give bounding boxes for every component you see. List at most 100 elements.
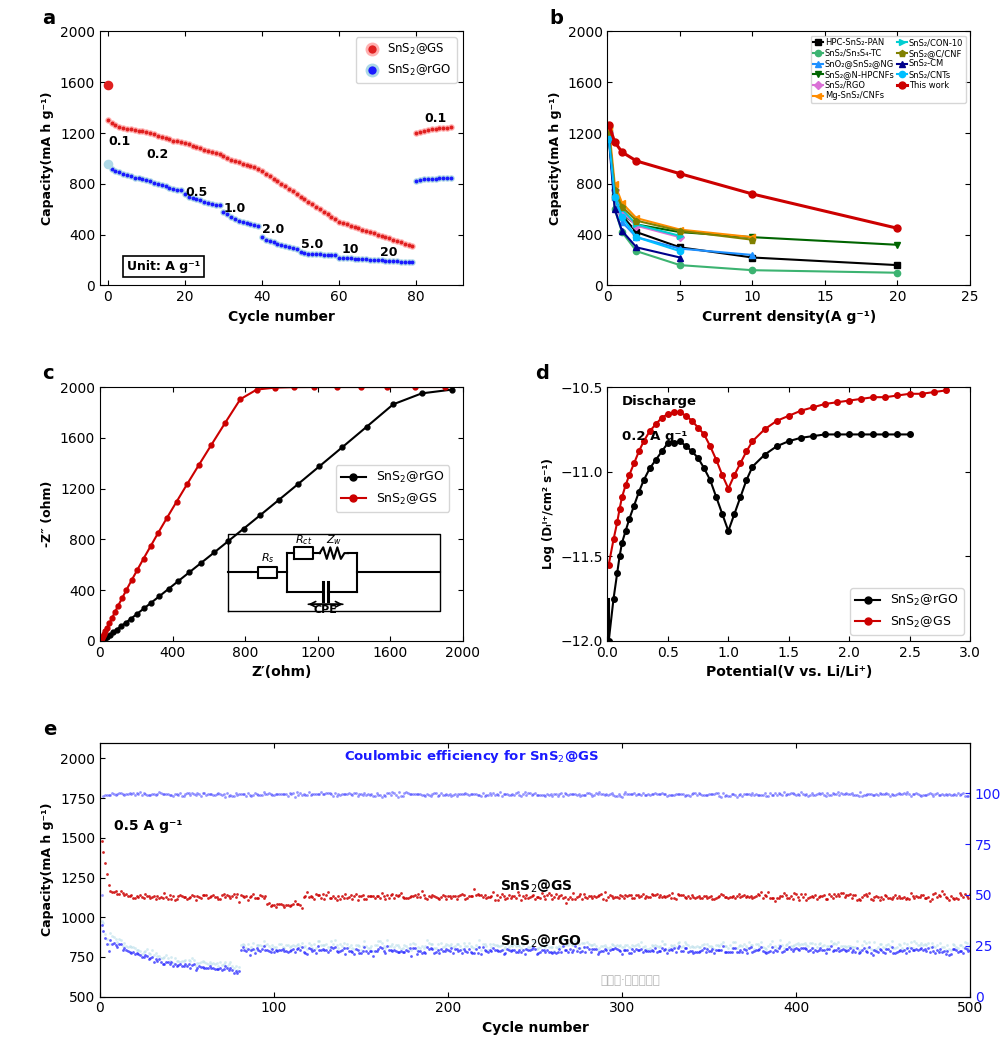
Point <box>119 121 135 137</box>
Point <box>158 130 174 147</box>
Point <box>389 253 405 270</box>
Point <box>795 889 811 905</box>
Point <box>437 787 453 804</box>
Point <box>452 942 468 959</box>
Point <box>557 889 573 905</box>
Point <box>346 941 362 958</box>
Point <box>722 889 738 905</box>
Point <box>558 895 574 912</box>
Point <box>785 891 801 907</box>
Point <box>894 943 910 960</box>
Point <box>316 786 332 802</box>
Point <box>480 889 496 905</box>
Point <box>442 943 458 960</box>
Point <box>738 786 754 802</box>
SnS$_2$@GS <box>686 414 698 427</box>
Point <box>635 785 651 801</box>
Point <box>231 212 247 229</box>
Point <box>751 886 767 903</box>
Point <box>433 941 449 958</box>
Point <box>651 889 667 905</box>
Point <box>576 939 592 956</box>
Point <box>334 786 350 802</box>
Text: b: b <box>549 8 563 28</box>
Point <box>550 788 566 805</box>
Point <box>122 943 138 960</box>
Point <box>878 941 894 958</box>
Point <box>416 887 432 904</box>
Point <box>212 197 228 214</box>
Point <box>263 898 279 915</box>
Point <box>511 887 527 904</box>
Point <box>196 193 212 210</box>
Point <box>376 887 392 904</box>
Point <box>619 887 635 904</box>
Point <box>167 892 183 908</box>
Point <box>329 891 345 907</box>
Point <box>732 941 748 958</box>
Point <box>95 923 111 940</box>
Point <box>812 887 828 904</box>
Point <box>572 940 588 957</box>
Point <box>150 127 166 144</box>
Point <box>416 122 432 138</box>
Point <box>111 885 127 902</box>
SnS₂/Sn₃S₄-TC <box>630 244 642 257</box>
SnS$_2$@rGO <box>238 522 250 535</box>
Point <box>266 170 282 187</box>
Point <box>570 887 586 904</box>
Point <box>953 786 969 802</box>
Point <box>266 234 282 251</box>
Point <box>169 181 185 198</box>
Point <box>208 196 224 213</box>
Point <box>838 939 854 956</box>
Point <box>962 937 978 954</box>
Point <box>605 890 621 906</box>
Point <box>791 937 807 954</box>
Point <box>670 935 686 951</box>
Point <box>383 787 399 804</box>
Point <box>704 891 720 907</box>
Point <box>802 787 818 804</box>
Point <box>391 939 407 956</box>
Point <box>788 787 804 804</box>
Point <box>825 890 841 906</box>
Point <box>329 943 345 960</box>
Point <box>158 889 174 905</box>
Point <box>912 786 928 802</box>
X-axis label: Potential(V vs. Li/Li⁺): Potential(V vs. Li/Li⁺) <box>706 665 872 680</box>
Point <box>404 238 420 255</box>
Point <box>821 941 837 958</box>
Point <box>868 940 884 957</box>
Point <box>811 936 827 952</box>
Point <box>393 234 409 251</box>
Point <box>825 785 841 801</box>
Point <box>635 943 651 960</box>
Point <box>868 943 884 960</box>
Point <box>358 222 374 239</box>
Point <box>355 886 371 903</box>
Point <box>102 882 118 899</box>
Point <box>609 788 625 805</box>
SnS$_2$@GS <box>916 387 928 400</box>
Point <box>144 949 160 966</box>
Point <box>256 784 272 800</box>
Point <box>257 887 273 904</box>
Point <box>513 944 529 961</box>
Point <box>379 932 395 948</box>
Point <box>689 786 705 802</box>
Point <box>903 884 919 901</box>
Point <box>198 959 214 976</box>
Point <box>485 940 501 957</box>
Point <box>320 247 336 263</box>
Point <box>174 952 190 969</box>
Point <box>449 891 465 907</box>
Point <box>403 941 419 958</box>
Text: 0.5 A g⁻¹: 0.5 A g⁻¹ <box>114 819 182 833</box>
Point <box>938 786 954 802</box>
Point <box>242 946 258 963</box>
Point <box>520 939 536 956</box>
Line: SnS₂/Sn₃S₄-TC: SnS₂/Sn₃S₄-TC <box>606 124 901 276</box>
Point <box>223 209 239 226</box>
Point <box>188 191 204 208</box>
